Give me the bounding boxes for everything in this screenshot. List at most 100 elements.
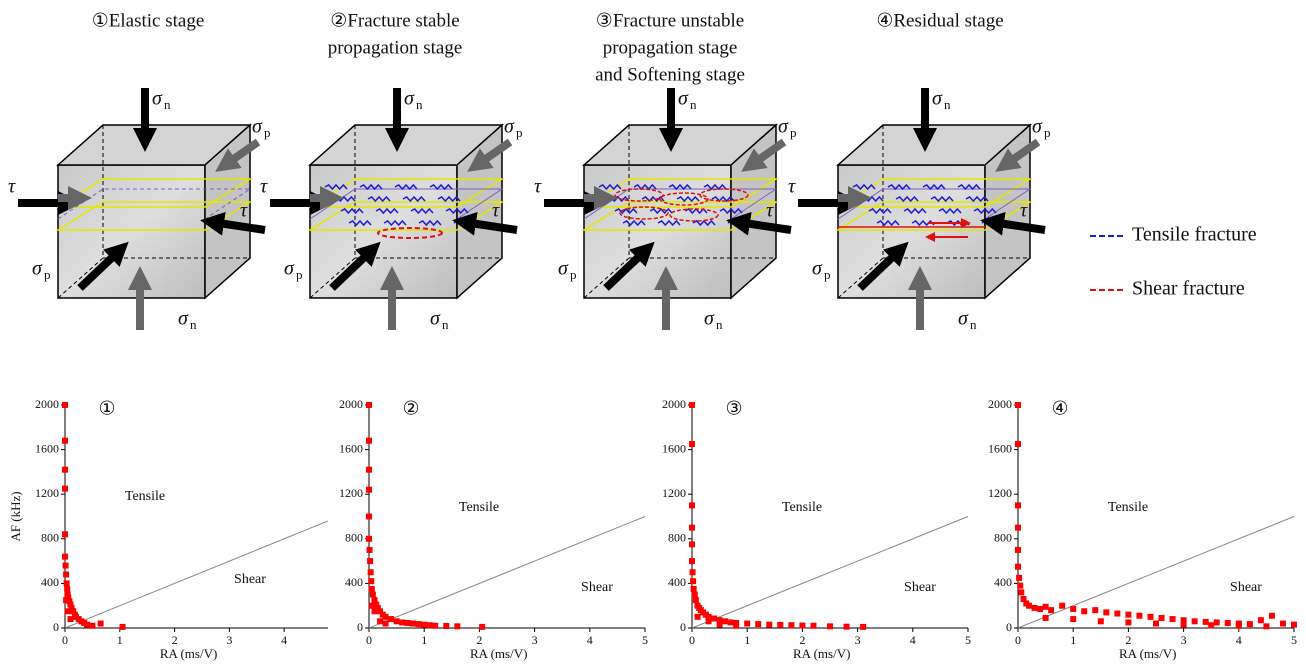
shear-plane xyxy=(307,201,505,231)
data-point xyxy=(1169,616,1176,623)
y-tick-label: 400 xyxy=(994,575,1012,589)
region-label: Tensile xyxy=(125,489,165,504)
fracture-trace xyxy=(402,195,426,203)
shear-zone xyxy=(659,192,709,206)
sigma-symbol: σ xyxy=(504,116,515,138)
data-point xyxy=(1048,607,1055,614)
fracture-trace xyxy=(938,207,962,215)
sigma-symbol: σ xyxy=(678,88,689,110)
data-point xyxy=(68,604,75,611)
mid-plane xyxy=(57,188,252,220)
data-point xyxy=(1097,618,1104,625)
data-point xyxy=(1037,606,1044,613)
x-axis-label: RA (ms/V) xyxy=(160,646,217,661)
data-point xyxy=(1180,617,1187,624)
fracture-trace xyxy=(668,183,692,191)
fracture-trace xyxy=(614,207,638,215)
sigma-subscript: n xyxy=(690,97,697,112)
sigma-symbol: σ xyxy=(778,116,789,138)
x-tick-label: 5 xyxy=(965,633,971,647)
load-arrow xyxy=(452,211,518,236)
fracture-trace xyxy=(394,183,418,191)
y-tick-label: 1200 xyxy=(662,486,686,500)
x-tick-label: 2 xyxy=(172,633,178,647)
fracture-trace xyxy=(719,207,743,215)
y-tick-label: 800 xyxy=(668,531,686,545)
data-point xyxy=(62,485,68,492)
region-label: Shear xyxy=(234,572,266,587)
data-point xyxy=(410,620,417,627)
data-point xyxy=(63,580,70,587)
data-point xyxy=(62,466,68,473)
data-point xyxy=(63,571,70,578)
y-tick-label: 1200 xyxy=(35,486,59,500)
data-point xyxy=(415,621,422,628)
y-tick-label: 800 xyxy=(41,531,59,545)
sigma-symbol: σ xyxy=(284,258,295,280)
y-tick-label: 0 xyxy=(1006,620,1012,634)
data-point xyxy=(367,569,374,576)
data-point xyxy=(1208,622,1215,629)
fracture-trace xyxy=(429,183,453,191)
region-label: Tensile xyxy=(782,500,822,515)
x-tick-label: 2 xyxy=(799,633,805,647)
y-tick-label: 2000 xyxy=(988,397,1012,411)
data-point xyxy=(67,601,74,608)
fracture-trace xyxy=(930,195,954,203)
x-tick-label: 3 xyxy=(532,633,538,647)
data-point xyxy=(371,608,378,615)
sigma-symbol: σ xyxy=(32,258,43,280)
data-point xyxy=(1081,608,1088,615)
fracture-trace xyxy=(676,195,700,203)
data-point xyxy=(744,620,751,627)
ratio-line xyxy=(64,520,329,629)
tau-symbol: τ xyxy=(766,200,774,222)
sigma-subscript: p xyxy=(570,267,577,282)
fracture-trace xyxy=(418,219,442,227)
data-point xyxy=(1213,619,1220,626)
data-point xyxy=(1136,612,1143,619)
sigma-subscript: p xyxy=(264,125,271,140)
fracture-trace xyxy=(598,183,622,191)
data-point xyxy=(1070,606,1077,613)
load-arrow xyxy=(467,138,513,172)
data-point xyxy=(843,623,850,630)
sigma-subscript: n xyxy=(442,317,449,332)
data-point xyxy=(689,569,696,576)
shear-plane xyxy=(835,201,1033,231)
y-tick-label: 400 xyxy=(345,575,363,589)
load-arrow xyxy=(726,211,792,236)
stage-title: ②Fracture stable xyxy=(330,10,459,31)
shear-zone xyxy=(669,208,719,222)
tau-symbol: τ xyxy=(788,176,796,198)
cube-hidden xyxy=(837,125,1030,299)
data-point xyxy=(1191,618,1198,625)
panel-number: ④ xyxy=(1051,398,1068,419)
x-tick-label: 0 xyxy=(1015,633,1021,647)
sigma-symbol: σ xyxy=(932,88,943,110)
fracture-trace xyxy=(868,207,892,215)
data-point xyxy=(1015,524,1021,531)
data-point xyxy=(64,608,71,615)
panel-number: ② xyxy=(402,398,419,419)
fracture-trace xyxy=(973,207,997,215)
tau-symbol: τ xyxy=(260,176,268,198)
data-point xyxy=(63,597,70,604)
ratio-line xyxy=(691,516,969,629)
data-point xyxy=(369,591,376,598)
shear-zone xyxy=(377,227,443,239)
data-point xyxy=(1114,610,1121,617)
sigma-symbol: σ xyxy=(958,308,969,330)
data-point xyxy=(705,618,712,625)
data-point xyxy=(388,616,395,623)
data-point xyxy=(860,623,867,630)
sigma-subscript: p xyxy=(824,267,831,282)
tau-symbol: τ xyxy=(534,176,542,198)
x-tick-label: 5 xyxy=(642,633,648,647)
fracture-trace xyxy=(903,207,927,215)
data-point xyxy=(1042,614,1049,621)
fracture-trace xyxy=(922,183,946,191)
data-point xyxy=(1224,619,1231,626)
cube-hidden xyxy=(583,125,776,299)
data-point xyxy=(788,622,795,629)
